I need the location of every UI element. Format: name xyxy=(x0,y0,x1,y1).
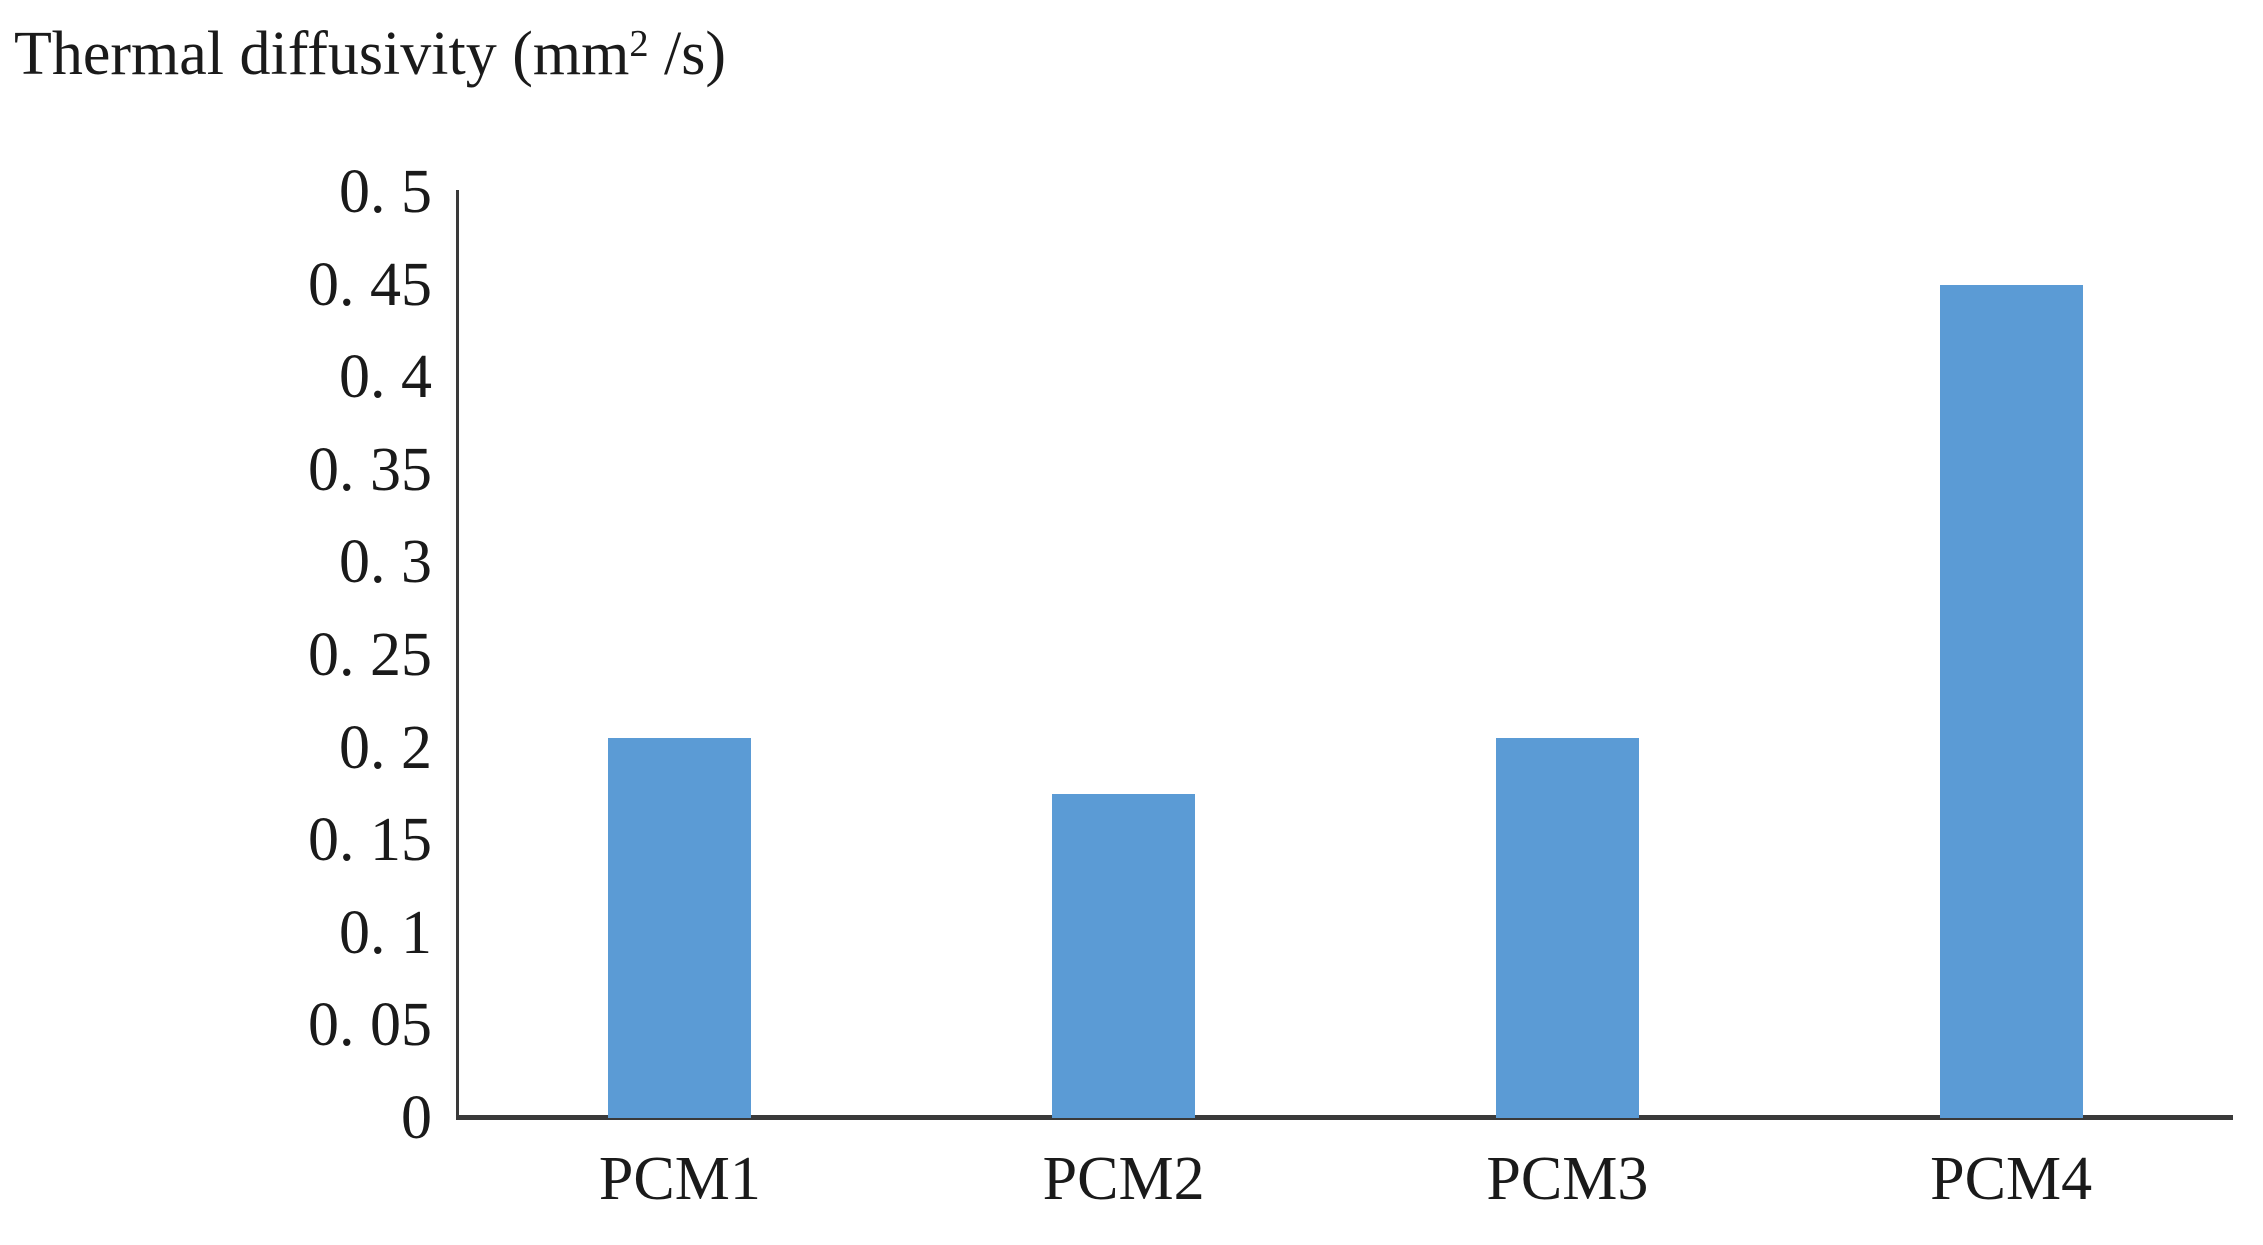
chart-title-superscript: 2 xyxy=(629,23,649,65)
chart-title-suffix: /s) xyxy=(648,20,727,88)
y-tick-label: 0. 15 xyxy=(308,806,432,875)
bar-pcm4 xyxy=(1939,284,2083,1118)
bar-pcm3 xyxy=(1495,738,1639,1118)
bar-pcm2 xyxy=(1052,793,1196,1118)
y-tick-label: 0. 2 xyxy=(339,713,432,782)
y-tick-label: 0. 1 xyxy=(339,898,432,967)
x-tick-label-pcm1: PCM1 xyxy=(598,1145,761,1213)
y-tick-label: 0. 35 xyxy=(308,435,432,504)
x-axis-line xyxy=(456,1115,2233,1120)
chart-title: Thermal diffusivity (mm2 /s) xyxy=(14,20,726,88)
y-tick-label: 0. 45 xyxy=(308,250,432,319)
y-tick-label: 0. 5 xyxy=(339,158,432,226)
x-tick-label-pcm4: PCM4 xyxy=(1930,1145,2093,1213)
y-tick-label: 0. 05 xyxy=(308,991,432,1060)
y-axis-line xyxy=(456,190,459,1120)
y-tick-label: 0. 3 xyxy=(339,528,432,597)
y-tick-label: 0. 4 xyxy=(339,343,432,412)
y-tick-label: 0 xyxy=(401,1084,432,1152)
chart-title-prefix: Thermal diffusivity (mm xyxy=(14,20,630,88)
x-tick-label-pcm2: PCM2 xyxy=(1042,1145,1205,1213)
x-tick-label-pcm3: PCM3 xyxy=(1486,1145,1649,1213)
bar-pcm1 xyxy=(608,738,752,1118)
y-tick-label: 0. 25 xyxy=(308,621,432,689)
